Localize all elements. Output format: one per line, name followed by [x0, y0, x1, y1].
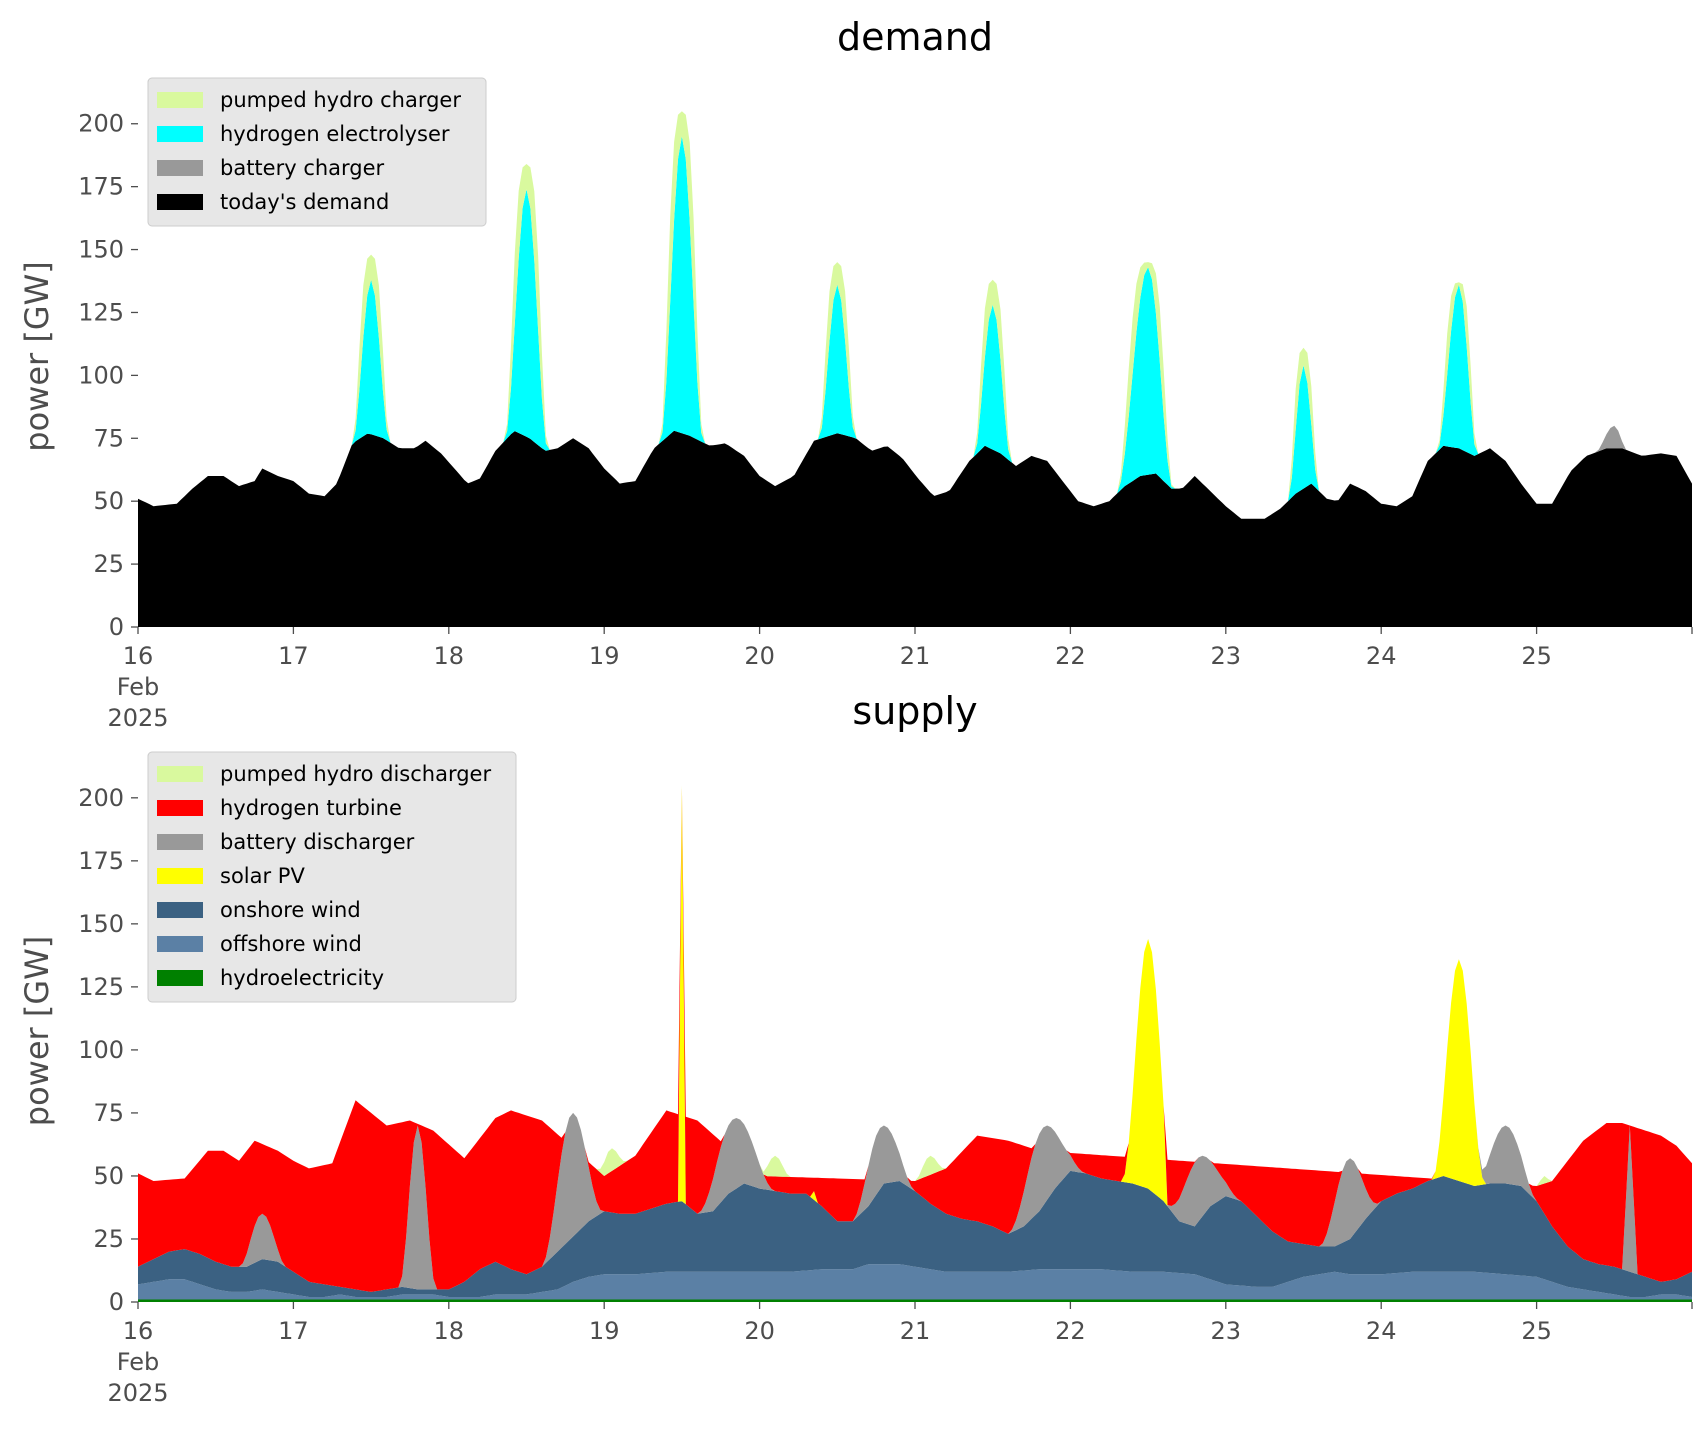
- area-onshore-wind: [138, 1170, 1692, 1297]
- x-tick-label: 21: [900, 1317, 931, 1345]
- area-hydroelectricity: [138, 1299, 1692, 1302]
- legend-swatch-pumped-hydro-charger: [157, 92, 203, 108]
- legend-label-hydrogen-electrolyser: hydrogen electrolyser: [220, 122, 450, 146]
- legend-swatch-battery-discharger: [157, 834, 203, 850]
- y-tick-label: 50: [93, 487, 124, 515]
- y-tick-label: 100: [78, 361, 124, 389]
- legend: pumped hydro charger hydrogen electrolyse…: [147, 77, 487, 227]
- y-tick-label: 25: [93, 550, 124, 578]
- legend-label-hydroelectricity: hydroelectricity: [220, 966, 384, 990]
- legend-label-battery-discharger: battery discharger: [220, 830, 415, 854]
- x-axis: 16 Feb 2025 17 18 19 20 21 22 23 24 25: [107, 1302, 1693, 1407]
- y-tick-label: 175: [78, 173, 124, 201]
- legend-label-battery-charger: battery charger: [220, 156, 385, 180]
- y-axis: 0 25 50 75 100 125 150 175 200 power [GW]: [18, 110, 138, 641]
- x-tick-label: 24: [1366, 642, 1397, 670]
- x-tick-label: 25: [1521, 1317, 1552, 1345]
- legend-label-pumped-hydro-discharger: pumped hydro discharger: [220, 762, 491, 786]
- x-tick-label: 22: [1055, 1317, 1086, 1345]
- legend-swatch-offshore-wind: [157, 936, 203, 952]
- legend-label-onshore-wind: onshore wind: [220, 898, 361, 922]
- x-tick-label: 20: [744, 642, 775, 670]
- y-tick-label: 150: [78, 236, 124, 264]
- panel-title: demand: [837, 15, 993, 59]
- y-axis: 0 25 50 75 100 125 150 175 200 power [GW]: [18, 784, 138, 1316]
- x-tick-label: 25: [1521, 642, 1552, 670]
- legend-swatch-onshore-wind: [157, 902, 203, 918]
- x-tick-label: 19: [589, 642, 620, 670]
- legend-label-today-s-demand: today's demand: [220, 190, 389, 214]
- y-tick-label: 125: [78, 298, 124, 326]
- x-tick-label: 21: [900, 642, 931, 670]
- legend-swatch-battery-charger: [157, 160, 203, 176]
- y-axis-label: power [GW]: [18, 261, 56, 451]
- legend-swatch-hydrogen-electrolyser: [157, 126, 203, 142]
- x-tick-label: 17: [278, 642, 309, 670]
- y-tick-label: 0: [109, 613, 124, 641]
- y-tick-label: 0: [109, 1288, 124, 1316]
- y-tick-label: 150: [78, 910, 124, 938]
- x-tick-label: 22: [1055, 642, 1086, 670]
- legend: pumped hydro discharger hydrogen turbine b…: [147, 751, 517, 1003]
- legend-label-solar-pv: solar PV: [220, 864, 305, 888]
- y-tick-label: 50: [93, 1162, 124, 1190]
- legend-label-hydrogen-turbine: hydrogen turbine: [220, 796, 402, 820]
- stacked-areas: [138, 785, 1692, 1302]
- area-today-s-demand: [138, 430, 1692, 627]
- x-axis: 16 Feb 2025 17 18 19 20 21 22 23 24 25: [107, 627, 1693, 732]
- y-tick-label: 200: [78, 784, 124, 812]
- y-tick-label: 175: [78, 847, 124, 875]
- area-offshore-wind: [138, 1264, 1692, 1300]
- y-tick-label: 200: [78, 110, 124, 138]
- demand-panel: 0 25 50 75 100 125 150 175 200 power [GW] 16 Feb 202…: [18, 15, 1693, 732]
- y-tick-label: 100: [78, 1036, 124, 1064]
- x-tick-label: 23: [1211, 642, 1242, 670]
- x-tick-label: 18: [434, 1317, 465, 1345]
- y-tick-label: 75: [93, 1099, 124, 1127]
- legend-box: [147, 77, 487, 227]
- y-tick-label: 75: [93, 424, 124, 452]
- x-tick-label: 17: [278, 1317, 309, 1345]
- x-tick-label: 24: [1366, 1317, 1397, 1345]
- legend-swatch-hydrogen-turbine: [157, 800, 203, 816]
- legend-label-offshore-wind: offshore wind: [220, 932, 362, 956]
- x-tick-label: 19: [589, 1317, 620, 1345]
- x-tick-label: 23: [1211, 1317, 1242, 1345]
- panel-title: supply: [852, 689, 977, 733]
- area-hydrogen-turbine: [138, 785, 1692, 1292]
- x-tick-label: 16 Feb 2025: [107, 642, 168, 732]
- legend-box: [147, 751, 517, 1003]
- x-tick-label: 18: [434, 642, 465, 670]
- y-tick-label: 125: [78, 973, 124, 1001]
- supply-panel: 0 25 50 75 100 125 150 175 200 power [GW] 16 Feb 202…: [18, 689, 1693, 1407]
- x-tick-label: 16 Feb 2025: [107, 1317, 168, 1407]
- legend-label-pumped-hydro-charger: pumped hydro charger: [220, 88, 461, 112]
- x-tick-label: 20: [744, 1317, 775, 1345]
- legend-swatch-hydroelectricity: [157, 970, 203, 986]
- legend-swatch-today-s-demand: [157, 194, 203, 210]
- legend-swatch-solar-pv: [157, 868, 203, 884]
- y-axis-label: power [GW]: [18, 936, 56, 1126]
- y-tick-label: 25: [93, 1225, 124, 1253]
- legend-swatch-pumped-hydro-discharger: [157, 766, 203, 782]
- stacked-areas: [138, 111, 1692, 627]
- area-hydrogen-electrolyser: [138, 136, 1692, 519]
